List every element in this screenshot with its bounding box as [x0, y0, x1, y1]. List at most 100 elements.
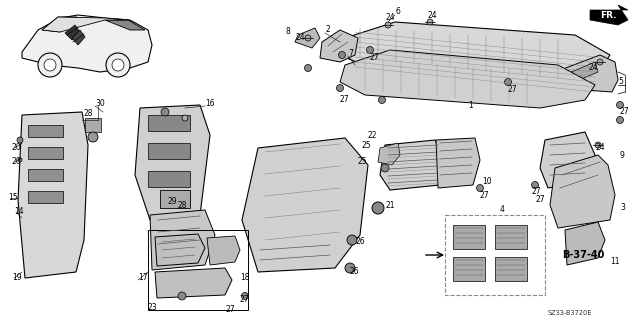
Circle shape	[106, 53, 130, 77]
Text: 11: 11	[610, 257, 620, 266]
Circle shape	[385, 22, 391, 28]
Polygon shape	[42, 17, 77, 32]
Text: 24: 24	[428, 11, 438, 19]
Bar	[28, 125, 63, 137]
Text: 27: 27	[240, 295, 250, 305]
Bar	[148, 143, 190, 159]
Text: 26: 26	[350, 268, 360, 277]
Bar	[148, 230, 248, 310]
Bar	[28, 147, 63, 159]
Text: 27: 27	[535, 196, 545, 204]
Polygon shape	[207, 236, 240, 265]
Bar	[495, 225, 527, 249]
Text: SZ33-B3720E: SZ33-B3720E	[548, 310, 592, 316]
Polygon shape	[22, 15, 152, 72]
Bar	[148, 171, 190, 187]
Polygon shape	[540, 132, 595, 188]
Text: 17: 17	[138, 273, 148, 283]
Text: 22: 22	[368, 130, 378, 139]
Polygon shape	[320, 30, 358, 62]
Circle shape	[44, 59, 56, 71]
Polygon shape	[65, 25, 80, 40]
Circle shape	[372, 202, 384, 214]
Text: 7: 7	[348, 48, 353, 57]
Text: 6: 6	[395, 8, 400, 17]
Polygon shape	[378, 143, 400, 165]
Polygon shape	[565, 222, 605, 265]
Circle shape	[182, 115, 188, 121]
Polygon shape	[135, 105, 210, 220]
Text: 29: 29	[168, 197, 178, 206]
Polygon shape	[562, 62, 598, 86]
Circle shape	[477, 184, 483, 191]
Text: 23: 23	[148, 303, 157, 313]
Text: 24: 24	[385, 13, 395, 23]
Polygon shape	[340, 22, 610, 80]
Text: 20: 20	[12, 158, 22, 167]
Bar	[85, 118, 101, 132]
Text: 14: 14	[14, 207, 24, 217]
Text: 27: 27	[480, 190, 490, 199]
Circle shape	[427, 19, 433, 25]
Text: 19: 19	[12, 273, 22, 283]
Polygon shape	[550, 155, 615, 228]
Bar	[28, 191, 63, 203]
Circle shape	[347, 235, 357, 245]
Text: 15: 15	[8, 194, 18, 203]
Circle shape	[616, 116, 623, 123]
Text: 27: 27	[370, 54, 380, 63]
Bar	[148, 115, 190, 131]
Text: 24: 24	[595, 144, 605, 152]
Text: 27: 27	[508, 85, 518, 94]
Text: 10: 10	[482, 177, 492, 187]
Circle shape	[381, 164, 389, 172]
Polygon shape	[340, 50, 595, 108]
Bar	[453, 257, 485, 281]
Polygon shape	[436, 138, 480, 188]
Text: 1: 1	[468, 100, 473, 109]
Polygon shape	[295, 28, 320, 48]
Text: 25: 25	[358, 158, 367, 167]
Circle shape	[616, 101, 623, 108]
Polygon shape	[18, 112, 88, 278]
Text: 25: 25	[362, 140, 372, 150]
Circle shape	[339, 51, 346, 58]
Text: 24: 24	[296, 33, 305, 42]
Circle shape	[504, 78, 511, 85]
Circle shape	[367, 47, 374, 54]
Bar	[160, 190, 190, 208]
Circle shape	[378, 97, 385, 103]
Bar	[495, 257, 527, 281]
Circle shape	[531, 182, 538, 189]
Polygon shape	[150, 210, 215, 270]
Text: 3: 3	[620, 204, 625, 212]
Text: 21: 21	[385, 201, 394, 210]
Circle shape	[178, 292, 186, 300]
Text: 27: 27	[340, 95, 349, 105]
Text: 24: 24	[588, 63, 598, 72]
Circle shape	[597, 59, 603, 65]
Polygon shape	[105, 20, 145, 30]
Circle shape	[112, 59, 124, 71]
Text: 5: 5	[618, 78, 623, 86]
Polygon shape	[72, 30, 85, 45]
Circle shape	[337, 85, 344, 92]
Text: 20: 20	[12, 144, 22, 152]
Text: B-37-40: B-37-40	[562, 250, 604, 260]
Text: FR.: FR.	[600, 11, 616, 20]
Text: 28: 28	[83, 108, 93, 117]
Circle shape	[305, 64, 312, 71]
Circle shape	[17, 137, 23, 143]
Text: 27: 27	[225, 306, 235, 315]
Circle shape	[38, 53, 62, 77]
Text: 18: 18	[240, 273, 250, 283]
Polygon shape	[42, 17, 128, 32]
Text: 4: 4	[500, 205, 505, 214]
Circle shape	[18, 158, 22, 162]
Bar	[445, 215, 545, 295]
Polygon shape	[242, 138, 368, 272]
Polygon shape	[155, 234, 205, 266]
Text: 9: 9	[620, 151, 625, 160]
Circle shape	[161, 108, 169, 116]
Polygon shape	[380, 140, 445, 190]
